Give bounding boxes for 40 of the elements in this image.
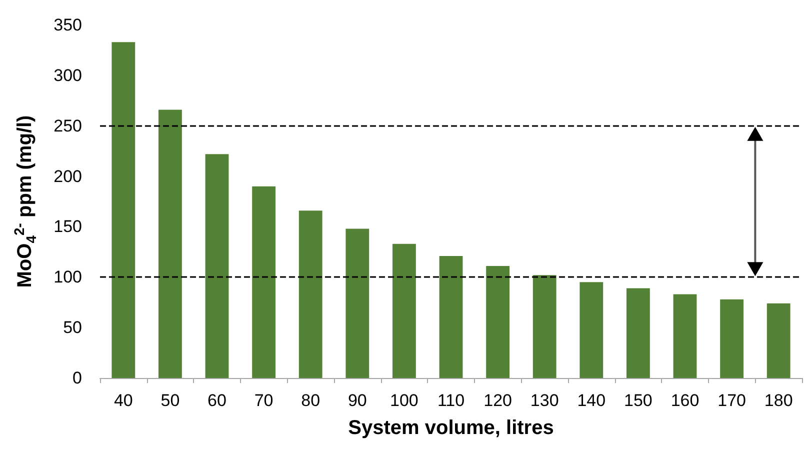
y-tick-label: 100 bbox=[54, 268, 82, 287]
bar bbox=[626, 288, 650, 378]
bar bbox=[392, 244, 416, 378]
x-tick-label: 110 bbox=[437, 391, 465, 410]
bar bbox=[346, 228, 370, 378]
x-tick-label: 100 bbox=[390, 391, 418, 410]
x-tick-label: 160 bbox=[670, 391, 700, 410]
x-tick-label: 180 bbox=[764, 391, 793, 410]
x-tick-label: 170 bbox=[718, 391, 746, 410]
y-tick-label: 0 bbox=[72, 368, 82, 388]
bar bbox=[532, 275, 556, 378]
bar bbox=[486, 266, 510, 378]
bar bbox=[298, 210, 322, 378]
bar bbox=[158, 110, 182, 378]
x-tick-label: 50 bbox=[160, 391, 180, 410]
bar bbox=[720, 299, 744, 378]
bar bbox=[439, 256, 463, 378]
x-tick-label: 120 bbox=[484, 391, 512, 410]
x-tick-label: 130 bbox=[530, 391, 559, 410]
bar bbox=[112, 42, 136, 378]
bar bbox=[766, 303, 790, 378]
x-axis-title: System volume, litres bbox=[348, 417, 554, 439]
bar bbox=[205, 154, 229, 378]
bar bbox=[673, 294, 697, 378]
x-tick-label: 90 bbox=[348, 391, 367, 410]
y-tick-label: 300 bbox=[54, 66, 82, 85]
y-tick-label: 150 bbox=[54, 217, 82, 236]
bar bbox=[252, 186, 276, 378]
x-tick-label: 150 bbox=[624, 391, 652, 410]
y-tick-label: 250 bbox=[54, 116, 82, 136]
bar bbox=[580, 282, 604, 378]
x-tick-label: 70 bbox=[254, 391, 274, 410]
x-tick-label: 140 bbox=[577, 391, 606, 410]
y-tick-label: 350 bbox=[54, 16, 82, 34]
y-tick-label: 50 bbox=[63, 318, 82, 338]
x-tick-label: 60 bbox=[208, 391, 226, 410]
y-axis-title: MoO42- ppm (mg/l) bbox=[11, 115, 39, 288]
x-tick-label: 80 bbox=[301, 391, 320, 410]
y-tick-label: 200 bbox=[54, 166, 82, 186]
x-tick-label: 40 bbox=[114, 391, 133, 410]
